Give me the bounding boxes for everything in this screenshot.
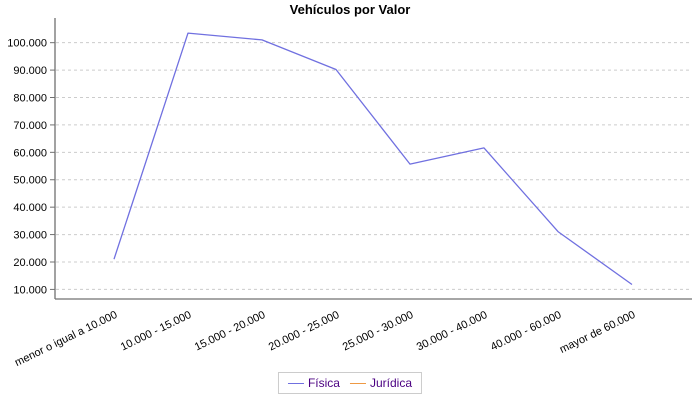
series-line-fisica [113,32,633,286]
y-tick-label: 10.000 [13,284,47,296]
legend-label-fisica: Física [307,376,340,390]
x-category-label: mayor de 60.000 [558,309,637,356]
x-category-label: 30.000 - 40.000 [415,309,490,354]
y-tick-label: 80.000 [13,93,47,105]
y-tick-label: 100.000 [7,38,47,50]
legend-label-juridica: Jurídica [369,376,413,390]
chart-title: Vehículos por Valor [289,2,411,17]
juridica-line-sample-icon [349,382,366,384]
y-tick-label: 90.000 [13,65,47,77]
y-tick-label: 50.000 [13,175,47,187]
fisica-line-sample-icon [287,382,304,384]
legend-entry-juridica: Jurídica [349,376,413,390]
x-category-label: 25.000 - 30.000 [341,309,416,354]
x-category-label: menor o igual a 10.000 [13,309,119,369]
y-tick-label: 60.000 [13,147,47,159]
y-tick-label: 40.000 [13,202,47,214]
x-category-label: 15.000 - 20.000 [193,309,268,354]
legend-entry-fisica: Física [287,376,340,390]
y-tick-label: 70.000 [13,120,47,132]
x-category-label: 20.000 - 25.000 [267,309,342,354]
legend: Física Jurídica [277,372,423,394]
y-tick-label: 30.000 [13,230,47,242]
x-category-label: 40.000 - 60.000 [489,309,564,354]
x-category-label: 10.000 - 15.000 [119,309,194,354]
y-tick-label: 20.000 [13,257,47,269]
